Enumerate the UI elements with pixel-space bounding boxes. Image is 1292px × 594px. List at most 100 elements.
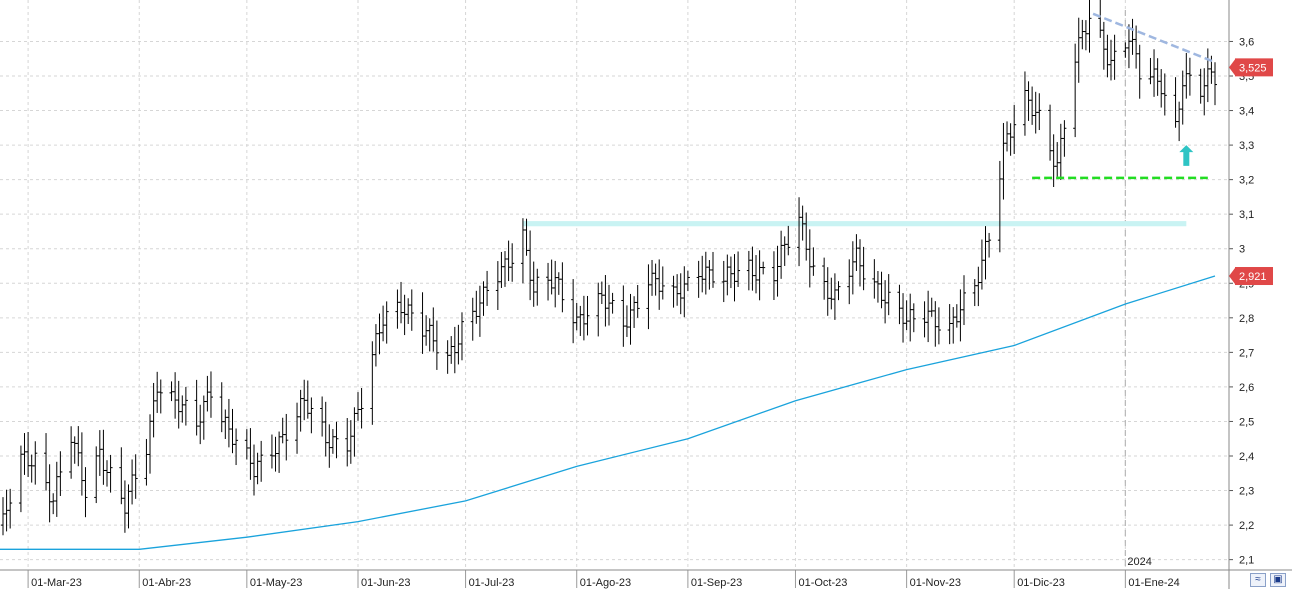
ohlc-bar [979,239,984,290]
y-tick-label: 2,4 [1239,451,1254,463]
y-tick-label: 3,6 [1239,36,1254,48]
ohlc-bar [797,197,802,267]
ohlc-bar [761,261,766,275]
ohlc-bar [807,229,812,288]
y-tick-label: 3,2 [1239,175,1254,187]
ohlc-bar [208,371,213,418]
ohlc-bar [1130,18,1135,55]
ohlc-bar [603,275,608,327]
ohlc-bar [1148,57,1153,85]
ohlc-bar [133,454,138,499]
ohlc-bar [657,259,662,310]
ohlc-bar [858,239,863,287]
ohlc-bar [273,436,278,472]
ohlc-bar [58,451,63,496]
ohlc-bar [399,281,404,324]
y-tick-label: 2,5 [1239,416,1254,428]
ohlc-bar [829,277,834,310]
ohlc-bar [320,396,325,437]
ohlc-bar [560,262,565,313]
ohlc-bar [574,303,579,331]
ohlc-bar [1012,105,1017,155]
ohlc-bar [373,324,378,367]
ohlc-bar [1162,73,1167,116]
ohlc-bar [47,464,52,523]
ohlc-bar [1055,142,1060,177]
ohlc-bar [1,497,5,536]
y-tick-label: 2,8 [1239,313,1254,325]
x-tick-label: 01-Nov-23 [910,577,961,589]
ohlc-bar [1180,70,1185,125]
ohlc-bar [958,289,963,342]
ohlc-bar [736,251,741,287]
ohlc-bar [976,266,981,307]
ohlc-bar [847,259,852,305]
ohlc-bar [1159,69,1164,108]
log-scale-button[interactable]: ≈ [1250,573,1266,587]
ohlc-bar [832,273,837,320]
ohlc-bar [1030,86,1035,125]
ohlc-bar [302,379,307,421]
ohlc-bar [1073,43,1078,138]
ohlc-bar [345,418,350,467]
ohlc-bar [700,255,705,293]
ohlc-bar [628,293,633,345]
ohlc-bar [409,289,414,331]
ohlc-bar [248,428,253,480]
ohlc-bar [33,441,38,485]
ohlc-bar [646,264,651,330]
ohlc-bar [653,263,658,296]
ohlc-bar [359,387,364,429]
ohlc-bar [22,433,27,475]
ohlc-bar [323,401,328,457]
y-tick-label: 3 [1239,244,1245,256]
ohlc-bar [205,375,210,412]
ohlc-bar [445,340,450,374]
ohlc-bar [811,247,816,276]
ohlc-bar [226,398,231,448]
up-arrow-icon [1179,145,1194,166]
ohlc-bar [535,268,540,306]
ohlc-bar [456,324,461,365]
y-tick-label: 2,2 [1239,520,1254,532]
ohlc-bar [348,420,353,464]
ohlc-bar [1198,68,1203,104]
last-price-tag-pointer [1229,59,1235,76]
ohlc-bar [503,251,508,287]
ohlc-bar [746,250,751,291]
ohlc-bar [355,392,360,421]
ohlc-bar [155,371,160,413]
ohlc-bar [883,280,888,324]
ohlc-bar [8,488,13,529]
ohlc-bar [406,298,411,324]
ohlc-bar [169,381,174,402]
ohlc-bar [1112,34,1117,80]
ohlc-bar [108,454,113,493]
ohlc-bar [51,493,56,515]
ohlc-bar [1026,81,1031,121]
ohlc-bar [334,421,339,459]
ohlc-bar [26,431,31,477]
ohlc-bar [395,289,400,329]
ohlc-bar [961,275,966,326]
y-tick-label: 2,7 [1239,347,1254,359]
ohlc-bar [1058,123,1063,181]
x-tick-label: 01-Sep-23 [691,577,742,589]
ohlc-bar [786,225,791,256]
ohlc-bar [1137,44,1142,99]
ohlc-bar [675,274,680,306]
ohlc-bar [173,372,178,419]
ohlc-bar [244,429,249,460]
ohlc-bar [1101,21,1106,70]
ohlc-bar [76,426,81,467]
ohlc-bar [632,296,637,328]
chart-menu-button[interactable]: ▣ [1270,573,1286,587]
y-tick-label: 3,4 [1239,106,1254,118]
ohlc-bar [585,295,590,336]
ohlc-bar [158,379,163,414]
ohlc-bar [1062,120,1067,157]
ohlc-bar [1202,68,1207,116]
ohlc-bar [610,292,615,314]
